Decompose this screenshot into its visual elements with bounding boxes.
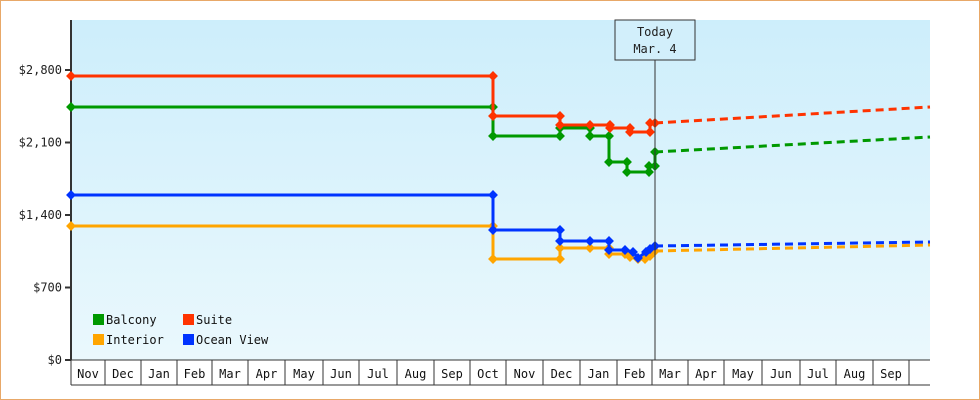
- today-label: Today: [637, 25, 673, 39]
- x-month-label: Feb: [624, 367, 646, 381]
- today-date: Mar. 4: [633, 42, 676, 56]
- x-month-label: Jul: [367, 367, 389, 381]
- series-ocean: [66, 190, 931, 263]
- legend-swatch: [183, 314, 194, 325]
- x-month-label: Oct: [477, 367, 499, 381]
- legend-label: Balcony: [106, 313, 157, 327]
- x-month-label: Mar: [219, 367, 241, 381]
- series-lines: [66, 71, 931, 264]
- series-suite: [66, 71, 931, 137]
- x-month-label: Jun: [330, 367, 352, 381]
- x-month-label: Nov: [514, 367, 536, 381]
- x-month-label: May: [293, 367, 315, 381]
- x-month-label: Mar: [659, 367, 681, 381]
- x-month-label: Feb: [184, 367, 206, 381]
- legend: Balcony Suite Interior Ocean View: [93, 313, 269, 347]
- legend-label: Interior: [106, 333, 164, 347]
- x-month-label: Apr: [256, 367, 278, 381]
- x-month-label: Apr: [695, 367, 717, 381]
- y-tick-label: $700: [33, 281, 62, 295]
- legend-swatch: [183, 334, 194, 345]
- y-tick-label: $0: [48, 353, 62, 367]
- plot-area: [71, 20, 930, 360]
- today-callout: Today Mar. 4: [614, 19, 696, 61]
- legend-item-balcony: Balcony: [93, 313, 157, 327]
- legend-label: Suite: [196, 313, 232, 327]
- legend-label: Ocean View: [196, 333, 269, 347]
- legend-item-ocean-view: Ocean View: [183, 333, 269, 347]
- y-axis-ticks: $0 $700 $1,400 $2,100 $2,800: [19, 63, 71, 367]
- x-month-label: Aug: [844, 367, 866, 381]
- x-month-label: May: [732, 367, 754, 381]
- x-month-label: Dec: [112, 367, 134, 381]
- y-tick-label: $2,100: [19, 136, 62, 150]
- x-month-label: Dec: [551, 367, 573, 381]
- x-month-label: Jan: [148, 367, 170, 381]
- x-month-label: Jan: [588, 367, 610, 381]
- x-month-label: Jul: [807, 367, 829, 381]
- x-month-label: Jun: [770, 367, 792, 381]
- y-tick-label: $2,800: [19, 63, 62, 77]
- legend-swatch: [93, 314, 104, 325]
- y-tick-label: $1,400: [19, 208, 62, 222]
- legend-item-suite: Suite: [183, 313, 232, 327]
- x-month-label: Sep: [441, 367, 463, 381]
- x-month-label: Aug: [405, 367, 427, 381]
- x-month-label: Nov: [77, 367, 99, 381]
- legend-swatch: [93, 334, 104, 345]
- x-month-label: Sep: [880, 367, 902, 381]
- x-axis-months: Nov Dec Jan Feb Mar Apr May Jun Jul Aug Sep Oct Nov D…: [70, 359, 930, 386]
- legend-item-interior: Interior: [93, 333, 164, 347]
